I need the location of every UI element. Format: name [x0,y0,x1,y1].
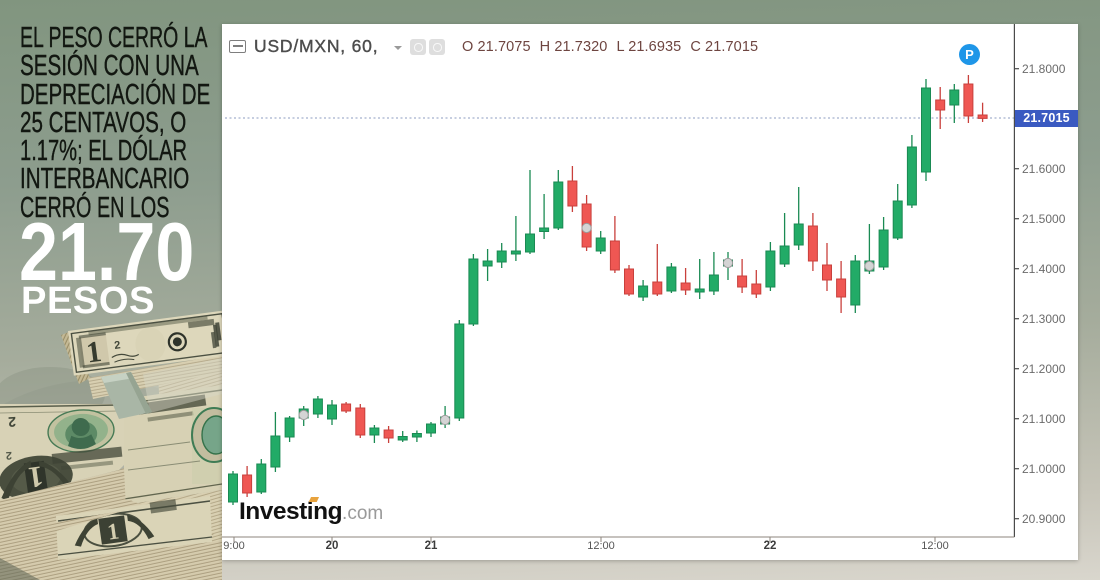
svg-text:1: 1 [106,518,121,544]
svg-text:1: 1 [26,459,45,494]
svg-text:2: 2 [8,414,17,430]
svg-text:1: 1 [84,335,103,370]
svg-text:2: 2 [6,449,13,461]
svg-text:2: 2 [114,339,122,352]
